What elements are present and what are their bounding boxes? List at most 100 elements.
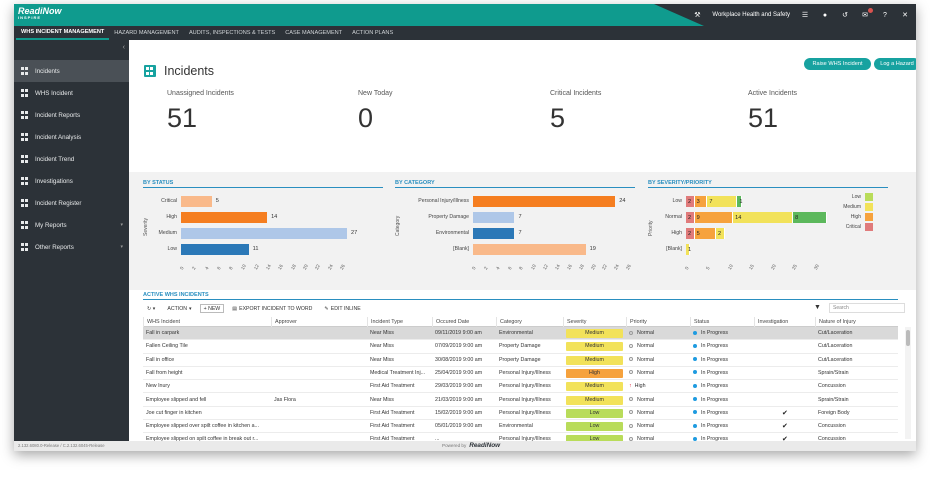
kpi-critical[interactable]: Critical Incidents 5 xyxy=(550,90,601,134)
new-button[interactable]: + NEW xyxy=(199,304,225,313)
sidebar-item-incident-reports[interactable]: Incident Reports xyxy=(14,104,129,126)
raise-incident-button[interactable]: Raise WHS Incident xyxy=(804,58,871,70)
bar[interactable] xyxy=(181,196,212,207)
table-row[interactable]: Fall in carpark Near Miss 09/11/2019 9:00 … xyxy=(143,327,898,341)
sidebar-item-my-reports[interactable]: My Reports ▾ xyxy=(14,214,129,236)
priority: Normal xyxy=(637,436,655,443)
incident-type: Near Miss xyxy=(370,330,394,336)
tab-hazard-management[interactable]: Hazard Management xyxy=(114,30,179,36)
approver xyxy=(271,407,367,420)
stacked-segment[interactable]: 1 xyxy=(686,244,691,255)
column-header[interactable]: Occured Date xyxy=(432,317,496,327)
stacked-segment[interactable]: 8 xyxy=(793,212,828,223)
status-cell: In Progress xyxy=(690,327,754,340)
status-dot-icon xyxy=(693,357,697,362)
x-tick-label: 0 xyxy=(684,265,690,271)
sidebar-item-whs-incident[interactable]: WHS Incident xyxy=(14,82,129,104)
bar[interactable] xyxy=(473,244,586,255)
sidebar-item-incident-analysis[interactable]: Incident Analysis xyxy=(14,126,129,148)
category: Personal Injury/Illness xyxy=(499,436,551,443)
column-header[interactable]: Category xyxy=(496,317,563,327)
category: Environmental xyxy=(499,330,533,336)
bar[interactable] xyxy=(181,244,249,255)
close-icon[interactable]: ✕ xyxy=(902,12,908,19)
wrench-icon[interactable]: ⚒ xyxy=(694,12,701,19)
kpi-new-today[interactable]: New Today 0 xyxy=(358,90,393,134)
sidebar-item-incidents[interactable]: Incidents xyxy=(14,60,129,82)
chat-icon[interactable]: ✉ xyxy=(860,8,873,20)
bar[interactable] xyxy=(181,228,347,239)
column-header[interactable]: WHS Incident xyxy=(143,317,271,327)
stacked-segment[interactable]: 5 xyxy=(694,228,716,239)
column-header[interactable]: Nature of Injury xyxy=(815,317,898,327)
circle-icon xyxy=(629,410,633,415)
column-header[interactable]: Priority xyxy=(626,317,690,327)
stacked-segment[interactable]: 9 xyxy=(694,212,734,223)
stacked-segment[interactable]: 7 xyxy=(707,196,738,207)
data-label: 7 xyxy=(518,214,522,220)
stacked-segment[interactable]: 2 xyxy=(686,196,695,207)
kpi-value: 51 xyxy=(167,103,198,133)
export-word-button[interactable]: ▤ EXPORT INCIDENT TO WORD xyxy=(232,305,313,312)
kpi-unassigned[interactable]: Unassigned Incidents 51 xyxy=(167,90,234,134)
sidebar-item-other-reports[interactable]: Other Reports ▾ xyxy=(14,236,129,258)
scrollbar-thumb[interactable] xyxy=(906,330,910,346)
table-row[interactable]: Fall in office Near Miss 30/08/2019 9:00 a… xyxy=(143,354,898,367)
sidebar-item-incident-trend[interactable]: Incident Trend xyxy=(14,148,129,170)
app-logo[interactable]: ReadiNow INSPIRE xyxy=(18,6,62,20)
column-header[interactable]: Incident Type xyxy=(367,317,432,327)
table-row[interactable]: Employee slipped over spilt coffee in ki… xyxy=(143,420,898,434)
column-header[interactable]: Status xyxy=(690,317,754,327)
search-input[interactable]: Search xyxy=(829,303,905,313)
stacked-segment[interactable]: 2 xyxy=(686,228,695,239)
kpi-active[interactable]: Active Incidents 51 xyxy=(748,90,797,134)
x-tick-label: 4 xyxy=(494,265,501,271)
table-scrollbar[interactable] xyxy=(905,327,911,439)
chevron-down-icon[interactable]: ▾ xyxy=(120,222,123,228)
status-dot-icon xyxy=(693,383,697,388)
table-row[interactable]: New Inury First Aid Treatment 29/03/2019 9… xyxy=(143,380,898,394)
x-tick-label: 0 xyxy=(179,265,185,271)
chevron-down-icon[interactable]: ▾ xyxy=(120,244,123,250)
history-icon[interactable]: ↺ xyxy=(842,12,848,19)
tab-audits-inspections[interactable]: Audits, Inspections & Tests xyxy=(188,30,276,36)
stacked-segment[interactable]: 2 xyxy=(716,228,725,239)
collapse-sidebar-icon[interactable]: ‹ xyxy=(122,44,125,51)
edit-inline-button[interactable]: ✎ EDIT INLINE xyxy=(324,305,361,312)
help-icon[interactable]: ? xyxy=(883,11,887,19)
table-row[interactable]: Employee slipped and fell Jas Flora Near M… xyxy=(143,394,898,407)
sidebar-item-investigations[interactable]: Investigations xyxy=(14,170,129,192)
table-row[interactable]: Joe cut finger in kitchen First Aid Treat… xyxy=(143,407,898,421)
sidebar-item-incident-register[interactable]: Incident Register xyxy=(14,192,129,214)
bar[interactable] xyxy=(181,212,268,223)
x-tick-label: 24 xyxy=(613,263,621,271)
filter-icon[interactable]: ▼ xyxy=(814,304,821,311)
action-menu-button[interactable]: ACTION ▾ xyxy=(167,305,192,312)
table-row[interactable]: Fall from height Medical Treatment Inj...… xyxy=(143,367,898,381)
column-header[interactable]: Investigation xyxy=(754,317,815,327)
severity-badge: Medium xyxy=(566,382,623,392)
tab-case-management[interactable]: Case Management xyxy=(285,30,343,36)
stacked-segment[interactable]: 2 xyxy=(686,212,695,223)
chart-divider xyxy=(143,187,383,188)
column-header[interactable]: Approver xyxy=(271,317,367,327)
workspace-name[interactable]: Workplace Health and Safety xyxy=(712,12,790,18)
category-label: High xyxy=(671,230,682,236)
refresh-button[interactable]: ↻ ▾ xyxy=(147,305,156,312)
incident-name: Fall from height xyxy=(146,369,183,376)
occurred-date: 21/03/2019 9:00 am xyxy=(435,396,483,403)
bar[interactable] xyxy=(473,228,515,239)
tab-whs-incident-management[interactable]: WHS Incident Management xyxy=(16,26,110,40)
stacked-segment[interactable]: 3 xyxy=(694,196,708,207)
log-hazard-button[interactable]: Log a Hazard xyxy=(874,58,916,70)
bar[interactable] xyxy=(473,212,515,223)
user-icon[interactable]: ● xyxy=(822,11,828,19)
table-row[interactable]: Fallen Ceiling Tile Near Miss 07/09/2019 9… xyxy=(143,340,898,354)
menu-icon[interactable]: ☰ xyxy=(801,12,809,19)
stacked-segment[interactable]: 1 xyxy=(737,196,743,207)
tab-action-plans[interactable]: Action Plans xyxy=(352,30,394,36)
incident-type: Medical Treatment Inj... xyxy=(370,369,426,376)
bar[interactable] xyxy=(473,196,616,207)
column-header[interactable]: Severity xyxy=(563,317,626,327)
stacked-segment[interactable]: 14 xyxy=(733,212,794,223)
